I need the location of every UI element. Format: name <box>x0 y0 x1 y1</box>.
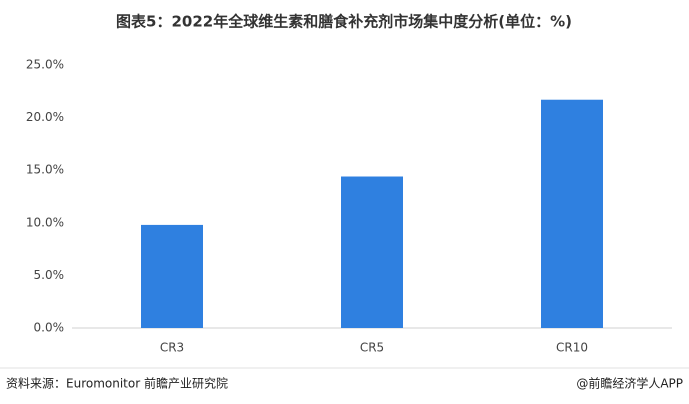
bar <box>341 176 403 328</box>
bar <box>541 99 603 328</box>
y-tick-label: 25.0% <box>26 58 64 72</box>
y-tick-label: 5.0% <box>34 268 65 282</box>
x-tick-label: CR5 <box>360 341 384 355</box>
chart-title: 图表5：2022年全球维生素和膳食补充剂市场集中度分析(单位：%) <box>116 13 572 31</box>
y-tick-label: 20.0% <box>26 110 64 124</box>
credit: @前瞻经济学人APP <box>576 376 683 391</box>
y-tick-label: 10.0% <box>26 215 64 229</box>
source-note: 资料来源：Euromonitor 前瞻产业研究院 <box>6 376 228 391</box>
x-tick-label: CR10 <box>556 341 588 355</box>
y-tick-label: 15.0% <box>26 163 64 177</box>
y-tick-label: 0.0% <box>34 321 65 335</box>
bar <box>141 224 203 328</box>
x-tick-label: CR3 <box>160 341 184 355</box>
